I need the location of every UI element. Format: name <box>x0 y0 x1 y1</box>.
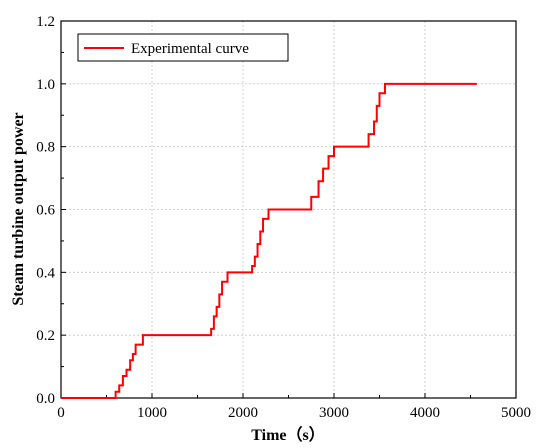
x-tick-label: 2000 <box>228 405 258 421</box>
x-tick-label: 3000 <box>319 405 349 421</box>
y-tick-label: 0.6 <box>36 203 55 219</box>
y-tick-label: 1.0 <box>36 77 55 93</box>
series-line <box>61 82 477 399</box>
axis-ticks: 0 1000 2000 3000 4000 5000 0.0 0.2 0.4 0.6 0.8 1.0 1… <box>36 14 531 421</box>
legend-label: Experimental curve <box>131 41 249 57</box>
x-tick-label: 1000 <box>137 405 167 421</box>
x-tick-label: 0 <box>57 405 65 421</box>
series-layer <box>61 82 477 399</box>
legend: Experimental curve <box>77 33 289 62</box>
x-tick-label: 4000 <box>410 405 440 421</box>
grid <box>61 21 516 398</box>
y-tick-label: 0.8 <box>36 140 55 156</box>
y-tick-label: 0.4 <box>36 265 55 281</box>
y-tick-label: 1.2 <box>36 14 55 30</box>
y-tick-label: 0.2 <box>36 328 55 344</box>
x-tick-label: 5000 <box>501 405 531 421</box>
y-axis-title: Steam turbine output power <box>10 112 27 305</box>
x-axis-title: Time（s） <box>251 426 325 444</box>
y-tick-label: 0.0 <box>36 391 55 407</box>
